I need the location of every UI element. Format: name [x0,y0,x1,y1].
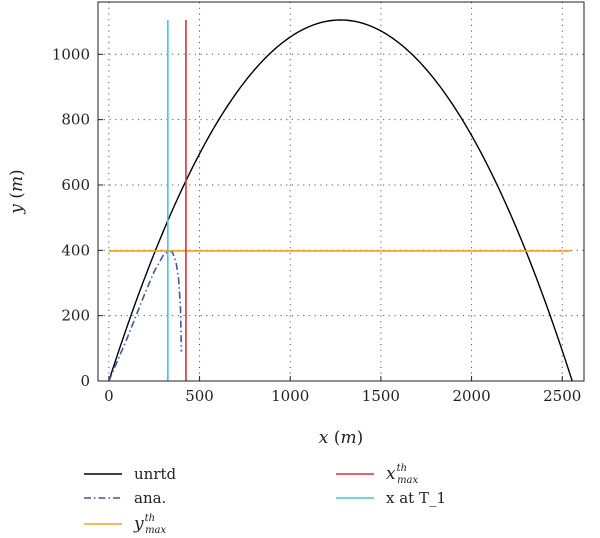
y-tick-label: 600 [61,176,90,194]
x-tick-label: 2500 [543,387,581,405]
y-tick-label: 0 [80,372,90,390]
plot-frame [97,1,585,382]
axis-ticks: 0 500 1000 1500 2000 2500 0 200 400 600 800 1000 [52,45,582,405]
series-line-1 [108,250,183,382]
y-tick-label: 800 [61,111,90,129]
x-tick-label: 1000 [271,387,309,405]
y-axis-label: y (m) [7,169,27,214]
legend-label-3: xth max [386,463,419,486]
x-tick-label: 1500 [362,387,400,405]
series-lines [108,19,573,382]
grid-lines [98,2,584,382]
x-axis-label: x (m) [319,428,363,448]
x-tick-label: 0 [104,387,114,405]
legend: unrtd ana. yth max xth max x at T_1 [84,463,446,536]
axis-labels: x (m) y (m) [7,169,363,448]
legend-label-0: unrtd [134,465,177,483]
y-tick-label: 400 [61,241,90,259]
legend-label-4: x at T_1 [386,489,446,507]
legend-label-1: ana. [134,489,166,507]
y-tick-label: 1000 [52,45,90,63]
series-line-0 [108,19,573,382]
legend-label-2: yth max [133,513,167,536]
y-tick-label: 200 [61,307,90,325]
x-tick-label: 500 [185,387,214,405]
x-tick-label: 2000 [452,387,490,405]
